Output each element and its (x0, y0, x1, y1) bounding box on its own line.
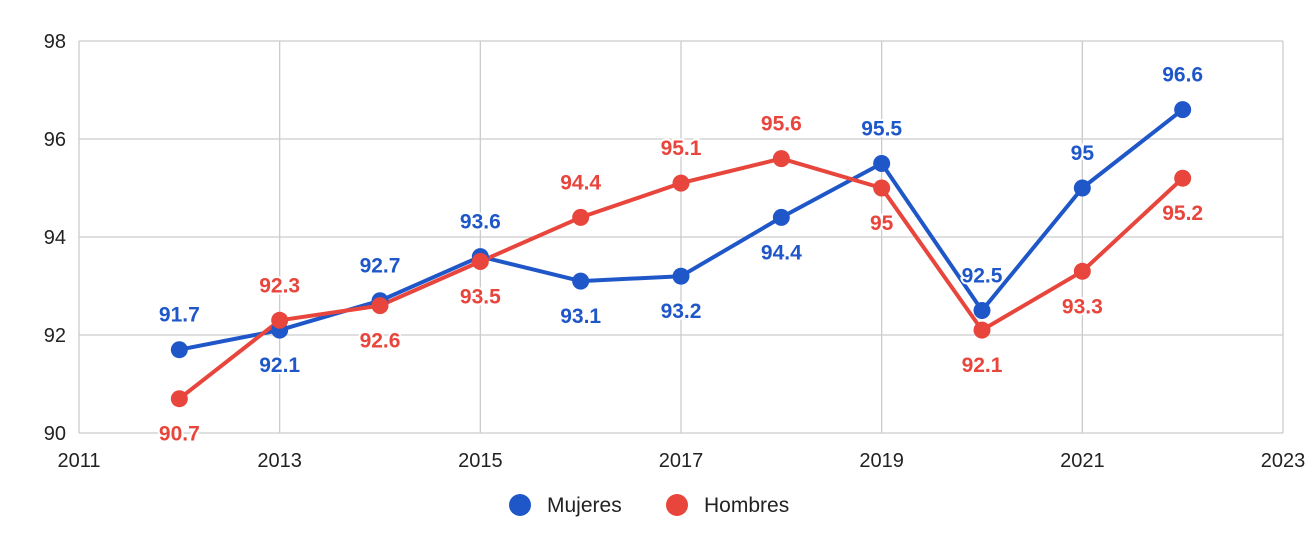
data-label-hombres: 95.2 (1162, 202, 1203, 225)
x-tick-label: 2023 (1261, 450, 1306, 472)
data-point-mujeres (672, 267, 690, 285)
data-label-mujeres: 92.1 (259, 354, 300, 377)
data-label-hombres: 92.6 (360, 330, 401, 353)
legend-marker-hombres (666, 494, 688, 516)
x-tick-label: 2021 (1060, 450, 1105, 472)
data-point-hombres (1073, 262, 1091, 280)
data-label-mujeres: 91.7 (159, 304, 200, 327)
x-tick-label: 2017 (659, 450, 704, 472)
data-point-hombres (371, 297, 389, 315)
y-tick-label: 90 (44, 423, 66, 445)
data-point-mujeres (873, 155, 891, 172)
data-point-mujeres (1174, 101, 1192, 119)
data-labels: 91.7 90.7 92.1 92.3 92.7 92.6 93.6 93.5 93.1 94.4… (157, 62, 1205, 448)
x-tick-label: 2011 (57, 450, 100, 472)
data-label-hombres: 95.1 (661, 137, 702, 160)
data-point-hombres (170, 390, 188, 408)
data-label-hombres: 95 (870, 212, 894, 235)
data-point-mujeres (1073, 179, 1091, 197)
data-label-hombres: 92.1 (962, 354, 1003, 377)
legend-marker-mujeres (509, 494, 531, 516)
data-point-hombres (672, 174, 690, 192)
data-label-mujeres: 93.6 (460, 211, 501, 234)
data-label-mujeres: 93.1 (560, 305, 601, 328)
data-label-mujeres: 95.5 (861, 118, 902, 141)
legend-label-mujeres: Mujeres (547, 494, 622, 517)
y-tick-label: 98 (44, 31, 66, 53)
data-point-mujeres (572, 272, 590, 290)
data-label-mujeres: 92.5 (962, 265, 1003, 288)
series-group (170, 101, 1192, 408)
data-point-hombres (572, 208, 590, 226)
data-point-hombres (772, 150, 790, 168)
y-tick-label: 92 (44, 325, 66, 347)
legend-label-hombres: Hombres (704, 494, 789, 517)
y-tick-label: 96 (44, 129, 66, 151)
data-label-hombres: 94.4 (560, 171, 601, 194)
data-point-hombres (471, 253, 489, 270)
data-point-hombres (873, 179, 891, 197)
data-label-hombres: 95.6 (761, 113, 802, 136)
data-label-mujeres: 93.2 (661, 300, 702, 323)
x-tick-label: 2015 (458, 450, 503, 472)
data-label-mujeres: 95 (1071, 142, 1095, 165)
data-point-hombres (973, 321, 991, 339)
data-point-mujeres (772, 208, 790, 226)
data-label-mujeres: 94.4 (761, 241, 802, 264)
data-label-hombres: 93.3 (1062, 295, 1103, 318)
data-point-mujeres (170, 341, 188, 359)
data-label-hombres: 92.3 (259, 274, 300, 297)
data-label-mujeres: 96.6 (1162, 64, 1203, 87)
legend: Mujeres Hombres (509, 494, 789, 517)
x-tick-label: 2019 (859, 450, 904, 472)
data-label-hombres: 93.5 (460, 286, 501, 309)
data-point-hombres (1174, 169, 1192, 187)
data-point-mujeres (973, 302, 991, 319)
y-tick-label: 94 (44, 227, 66, 249)
axis-tick-labels: 90 92 94 96 98 2011 2013 2015 2017 2019 2021 2023 (44, 31, 1306, 472)
data-label-mujeres: 92.7 (360, 255, 401, 278)
data-label-hombres: 90.7 (159, 423, 200, 446)
x-tick-label: 2013 (257, 450, 302, 472)
data-point-hombres (271, 311, 289, 329)
